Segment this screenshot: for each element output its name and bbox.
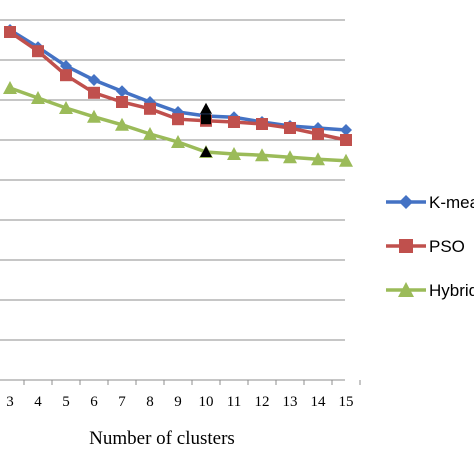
legend-item: Hybrid bbox=[386, 281, 474, 300]
legend-marker bbox=[399, 239, 413, 253]
data-point bbox=[227, 147, 241, 160]
series-group bbox=[3, 24, 353, 167]
data-point bbox=[284, 122, 296, 134]
data-point bbox=[88, 86, 100, 99]
legend-label: K-mea bbox=[429, 193, 474, 212]
annotation-marker bbox=[201, 114, 211, 125]
x-tick-label: 6 bbox=[90, 394, 98, 410]
data-point bbox=[31, 91, 45, 104]
legend-marker bbox=[398, 282, 414, 297]
gridlines bbox=[0, 19, 345, 341]
annotation-markers bbox=[200, 102, 212, 157]
data-point bbox=[59, 101, 73, 114]
x-tick-label: 15 bbox=[339, 394, 354, 410]
data-point bbox=[255, 148, 269, 162]
legend-item: PSO bbox=[386, 237, 465, 256]
data-point bbox=[144, 102, 156, 115]
x-tick-label: 4 bbox=[34, 394, 42, 410]
data-point bbox=[4, 26, 16, 38]
data-point bbox=[115, 117, 129, 131]
data-point bbox=[60, 69, 72, 82]
series-2 bbox=[4, 26, 352, 146]
x-tick-labels: 3 4 5 6 7 8 9 10 11 12 13 14 15 bbox=[6, 394, 353, 410]
data-point bbox=[87, 109, 101, 123]
x-tick-label: 8 bbox=[146, 394, 154, 410]
legend-marker bbox=[399, 195, 413, 209]
data-point bbox=[340, 124, 352, 136]
x-tick-label: 3 bbox=[6, 394, 14, 410]
legend: K-mea PSO Hybrid bbox=[386, 193, 474, 300]
legend-label: Hybrid bbox=[429, 281, 474, 300]
data-point bbox=[143, 127, 157, 140]
data-point bbox=[339, 153, 353, 167]
x-axis-title: Number of clusters bbox=[89, 428, 235, 449]
data-point bbox=[88, 74, 100, 86]
x-tick-label: 13 bbox=[283, 394, 298, 410]
legend-label: PSO bbox=[429, 237, 465, 256]
data-point bbox=[60, 60, 72, 72]
data-point bbox=[311, 152, 325, 166]
data-point bbox=[116, 96, 128, 108]
x-tick-label: 12 bbox=[255, 394, 270, 410]
data-point bbox=[116, 85, 128, 98]
x-tick-label: 9 bbox=[174, 394, 182, 410]
data-point bbox=[312, 128, 324, 140]
x-tick-label: 5 bbox=[62, 394, 70, 410]
data-point bbox=[340, 134, 352, 146]
x-tick-label: 14 bbox=[311, 394, 327, 410]
data-point bbox=[172, 113, 184, 126]
data-point bbox=[256, 118, 268, 130]
x-tick-label: 11 bbox=[227, 394, 241, 410]
data-point bbox=[32, 45, 44, 58]
data-point bbox=[171, 135, 185, 148]
annotation-marker bbox=[200, 146, 212, 157]
data-point bbox=[228, 116, 240, 128]
x-tick-label: 10 bbox=[199, 394, 214, 410]
legend-item: K-mea bbox=[386, 193, 474, 212]
axes bbox=[0, 379, 361, 385]
annotation-marker bbox=[200, 102, 212, 114]
data-point bbox=[283, 150, 297, 164]
data-point bbox=[3, 81, 17, 94]
x-tick-label: 7 bbox=[118, 394, 126, 410]
